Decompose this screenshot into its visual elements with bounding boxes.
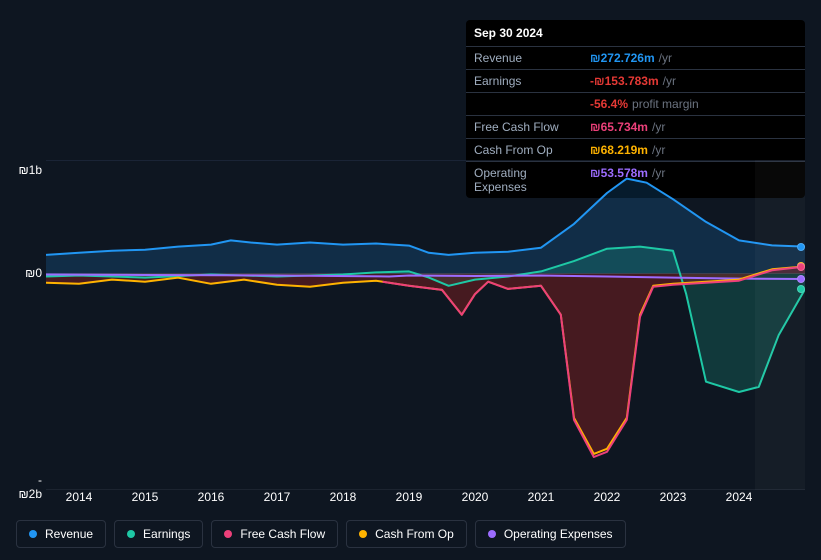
x-axis-label: 2023 [660, 490, 687, 504]
x-axis-label: 2016 [198, 490, 225, 504]
legend-label: Revenue [45, 527, 93, 541]
legend-item-cash-from-op[interactable]: Cash From Op [346, 520, 467, 548]
series-end-dot [797, 285, 805, 293]
legend: Revenue Earnings Free Cash Flow Cash From O… [16, 520, 626, 548]
tooltip-row-label: Earnings [466, 70, 582, 92]
legend-swatch [359, 530, 367, 538]
y-axis-label: ₪1b [16, 163, 42, 177]
y-axis-label: ₪0 [16, 266, 42, 280]
tooltip-row-value: ₪272.726m/yr [582, 47, 805, 69]
legend-item-free-cash-flow[interactable]: Free Cash Flow [211, 520, 338, 548]
x-axis-label: 2021 [528, 490, 555, 504]
tooltip-date: Sep 30 2024 [466, 20, 805, 47]
legend-swatch [224, 530, 232, 538]
x-axis-label: 2020 [462, 490, 489, 504]
legend-item-operating-expenses[interactable]: Operating Expenses [475, 520, 626, 548]
tooltip-row-label: Revenue [466, 47, 582, 69]
x-axis-label: 2022 [594, 490, 621, 504]
x-axis-labels: 2014 2015 2016 2017 2018 2019 2020 2021 2022 2023… [46, 490, 805, 510]
series-end-dot [797, 263, 805, 271]
legend-label: Cash From Op [375, 527, 454, 541]
legend-swatch [488, 530, 496, 538]
x-axis-label: 2017 [264, 490, 291, 504]
legend-label: Earnings [143, 527, 190, 541]
series-end-dot [797, 275, 805, 283]
x-axis-label: 2014 [66, 490, 93, 504]
tooltip-row: Earnings-₪153.783m/yr [466, 70, 805, 93]
legend-swatch [29, 530, 37, 538]
legend-item-earnings[interactable]: Earnings [114, 520, 203, 548]
tooltip-row-value: ₪68.219m/yr [582, 139, 805, 161]
chart-plot[interactable] [46, 160, 805, 490]
x-axis-label: 2018 [330, 490, 357, 504]
tooltip-row: Free Cash Flow₪65.734m/yr [466, 116, 805, 139]
legend-label: Free Cash Flow [240, 527, 325, 541]
x-axis-label: 2015 [132, 490, 159, 504]
x-axis-label: 2019 [396, 490, 423, 504]
series-end-dot [797, 243, 805, 251]
legend-item-revenue[interactable]: Revenue [16, 520, 106, 548]
x-axis-label: 2024 [726, 490, 753, 504]
tooltip-row-value: -₪153.783m/yr [582, 70, 805, 92]
legend-label: Operating Expenses [504, 527, 613, 541]
chart-area: ₪1b₪0-₪2b 201420152016201720182019202020… [16, 160, 805, 490]
tooltip-row-sub: -56.4%profit margin [466, 93, 805, 116]
tooltip-row: Revenue₪272.726m/yr [466, 47, 805, 70]
tooltip-row-label: Free Cash Flow [466, 116, 582, 138]
tooltip-row-label: Cash From Op [466, 139, 582, 161]
series-fill-revenue [46, 179, 805, 274]
legend-swatch [127, 530, 135, 538]
tooltip-row-value: ₪65.734m/yr [582, 116, 805, 138]
y-axis-label: -₪2b [16, 473, 42, 501]
tooltip-row: Cash From Op₪68.219m/yr [466, 139, 805, 162]
